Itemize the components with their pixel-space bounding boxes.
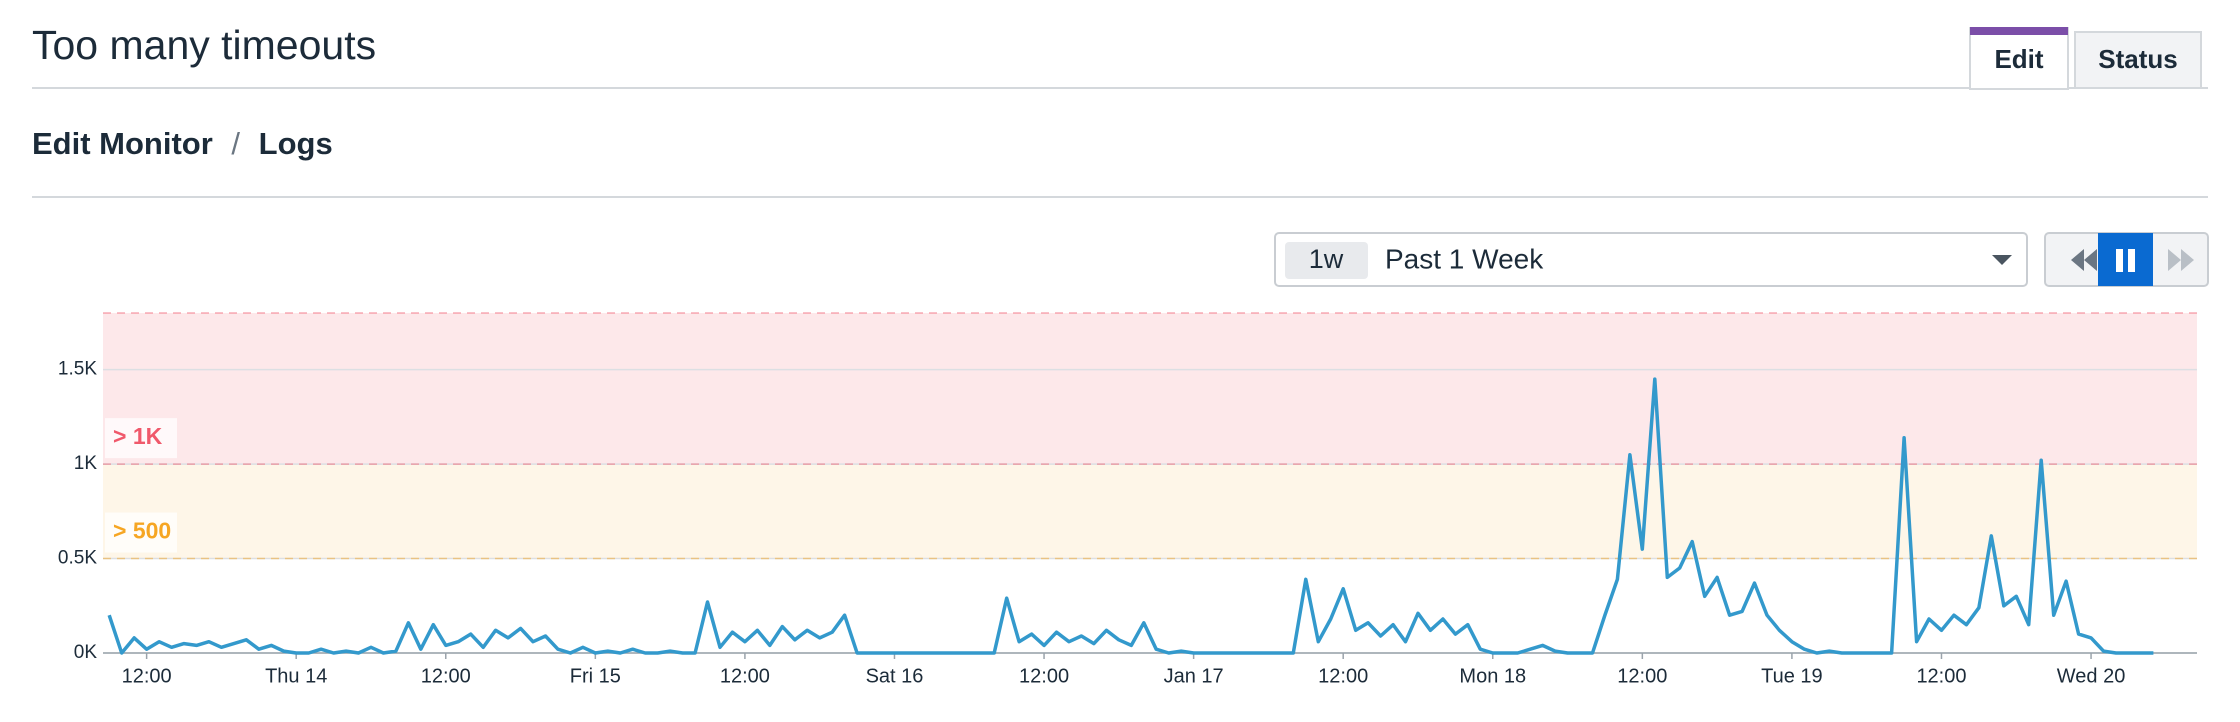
- dropdown-caret: [1992, 255, 2012, 265]
- x-tick-label: 12:00: [1916, 665, 1966, 687]
- threshold-label: > 1K: [113, 423, 163, 449]
- chart: > 1K > 500 0K 0.5K 1K 1.5K 12:00 Thu 14 12:00 Fri…: [58, 312, 2197, 687]
- x-tick-label: 12:00: [1318, 665, 1368, 687]
- x-tick-label: Mon 18: [1459, 665, 1526, 687]
- x-tick-label: Tue 19: [1761, 665, 1823, 687]
- x-tick-label: 12:00: [122, 665, 172, 687]
- threshold-label-bg: [105, 418, 177, 459]
- y-tick-label: 1.5K: [58, 359, 97, 380]
- threshold-band: [103, 464, 2197, 559]
- x-tick-label: Wed 20: [2057, 665, 2126, 687]
- playback-controls: [2044, 232, 2209, 287]
- pause-button[interactable]: [2098, 233, 2153, 286]
- tab-label: Edit: [1994, 44, 2043, 74]
- breadcrumb-separator: /: [231, 126, 240, 161]
- x-tick-label: Fri 15: [570, 665, 621, 687]
- y-tick-label: 0.5K: [58, 548, 97, 569]
- x-tick-label: Jan 17: [1164, 665, 1224, 687]
- x-tick-label: 12:00: [421, 665, 471, 687]
- breadcrumb: Edit Monitor / Logs: [32, 126, 333, 161]
- threshold-label-bg: [105, 512, 177, 553]
- x-tick-label: Sat 16: [866, 665, 924, 687]
- page-title: Too many timeouts: [32, 22, 376, 68]
- breadcrumb-item: Edit Monitor: [32, 126, 213, 161]
- x-tick-label: 12:00: [1617, 665, 1667, 687]
- threshold-band: [103, 313, 2197, 465]
- tab-edit[interactable]: Edit: [1969, 27, 2069, 90]
- breadcrumb-item: Logs: [259, 126, 333, 161]
- series-line: [107, 377, 2154, 655]
- y-tick-label: 0K: [74, 642, 98, 663]
- threshold-label: > 500: [113, 518, 171, 544]
- rewind-button[interactable]: [2071, 249, 2097, 271]
- time-label: Past 1 Week: [1385, 243, 1544, 274]
- y-tick-label: 1K: [74, 453, 98, 474]
- time-badge: 1w: [1309, 244, 1344, 274]
- forward-button[interactable]: [2168, 249, 2194, 271]
- tab-status[interactable]: Status: [2074, 31, 2202, 89]
- x-tick-label: 12:00: [720, 665, 770, 687]
- x-tick-label: 12:00: [1019, 665, 1069, 687]
- x-tick-label: Thu 14: [265, 665, 327, 687]
- time-picker[interactable]: 1w Past 1 Week: [1274, 232, 2028, 287]
- tab-label: Status: [2098, 44, 2177, 74]
